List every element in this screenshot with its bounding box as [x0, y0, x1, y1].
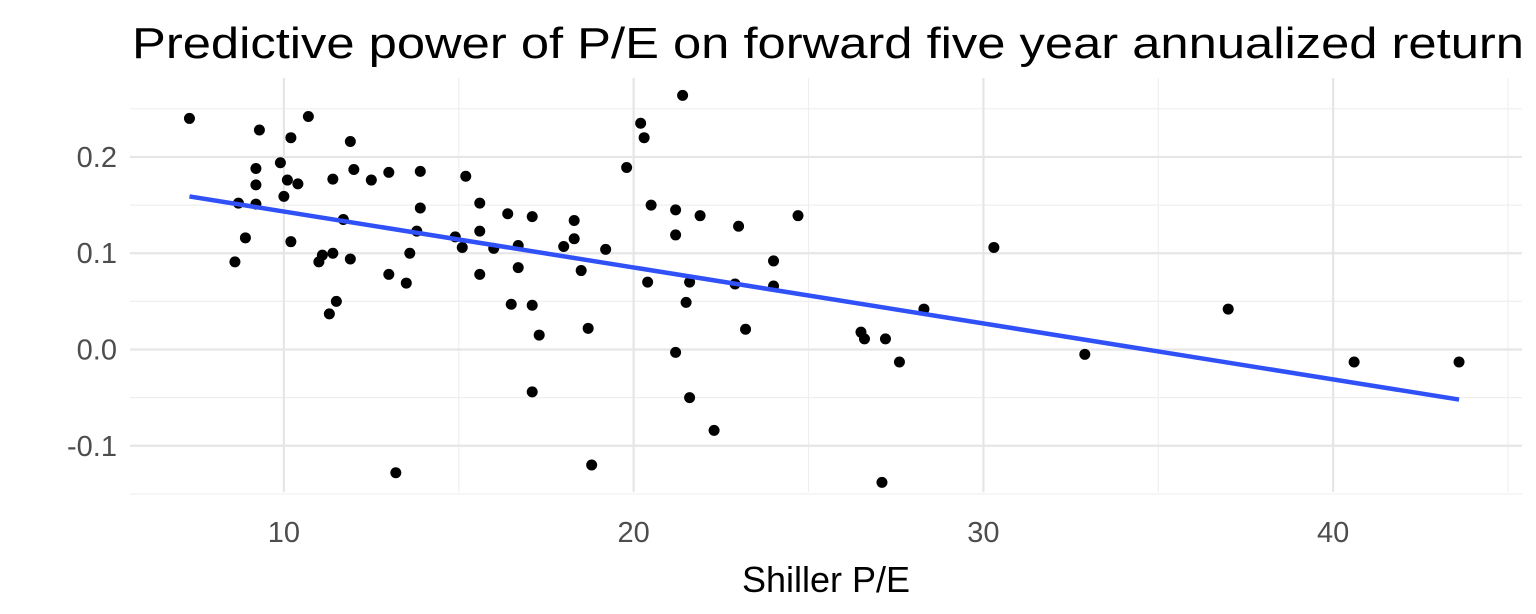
- data-point: [327, 173, 339, 185]
- data-point: [680, 296, 692, 308]
- data-point: [1348, 356, 1360, 368]
- data-point: [988, 241, 1000, 253]
- data-point: [278, 190, 290, 202]
- data-point: [893, 356, 905, 368]
- data-point: [281, 174, 293, 186]
- data-point: [383, 268, 395, 280]
- data-point: [526, 386, 538, 398]
- data-point: [274, 157, 286, 169]
- y-axis-ticks: -0.1 0.0 0.1 0.2: [67, 142, 117, 463]
- data-point: [575, 265, 587, 277]
- x-tick-label: 20: [618, 517, 650, 549]
- minor-gridlines: [130, 78, 1522, 495]
- data-point: [677, 89, 689, 101]
- data-point: [383, 166, 395, 178]
- data-point: [708, 424, 720, 436]
- data-point: [740, 323, 752, 335]
- data-point: [586, 459, 598, 471]
- data-point: [456, 241, 468, 253]
- x-axis-title: Shiller P/E: [742, 559, 910, 600]
- data-point: [558, 240, 570, 252]
- y-tick-label: 0.0: [77, 335, 117, 367]
- data-point: [474, 197, 486, 209]
- data-point: [733, 220, 745, 232]
- data-point: [1222, 303, 1234, 315]
- data-point: [404, 247, 416, 259]
- data-point: [365, 174, 377, 186]
- data-point: [400, 277, 412, 289]
- data-point: [642, 276, 654, 288]
- y-tick-label: 0.1: [77, 238, 117, 270]
- data-point: [474, 268, 486, 280]
- trend-line-group: [189, 194, 1460, 402]
- data-point: [792, 210, 804, 222]
- y-tick-label: 0.2: [77, 142, 117, 174]
- data-point: [285, 236, 297, 248]
- data-point: [670, 346, 682, 358]
- data-point: [348, 163, 360, 175]
- data-point: [183, 112, 195, 124]
- data-point: [526, 211, 538, 223]
- data-point: [526, 299, 538, 311]
- data-point: [512, 262, 524, 274]
- data-point: [670, 229, 682, 241]
- data-point: [533, 329, 545, 341]
- data-point: [390, 467, 402, 479]
- data-point: [474, 225, 486, 237]
- data-point: [250, 163, 262, 175]
- data-point: [229, 256, 241, 268]
- data-point: [239, 232, 251, 244]
- x-tick-label: 30: [967, 517, 999, 549]
- data-point: [879, 333, 891, 345]
- data-point: [285, 132, 297, 144]
- data-point: [858, 333, 870, 345]
- data-point: [600, 243, 612, 255]
- data-point: [635, 117, 647, 129]
- data-point: [1079, 348, 1091, 360]
- data-point: [582, 322, 594, 334]
- data-point: [414, 165, 426, 177]
- major-gridlines: [130, 78, 1522, 492]
- data-point: [645, 199, 657, 211]
- data-point: [670, 204, 682, 216]
- data-point: [684, 392, 696, 404]
- x-axis-ticks: 10 20 30 40: [268, 517, 1350, 549]
- chart-title: Predictive power of P/E on forward five …: [132, 19, 1524, 68]
- data-point: [638, 132, 650, 144]
- data-point: [768, 255, 780, 267]
- data-point: [1453, 356, 1465, 368]
- data-point: [327, 247, 339, 259]
- data-point: [568, 214, 580, 226]
- data-point: [250, 179, 262, 191]
- data-point: [505, 298, 517, 310]
- x-tick-label: 10: [268, 517, 300, 549]
- data-point: [302, 111, 314, 123]
- data-point: [292, 178, 304, 190]
- data-points: [183, 89, 1465, 488]
- data-point: [344, 136, 356, 148]
- data-point: [694, 210, 706, 222]
- data-point: [253, 124, 265, 136]
- data-point: [330, 295, 342, 307]
- data-point: [621, 162, 633, 174]
- x-tick-label: 40: [1317, 517, 1349, 549]
- data-point: [344, 253, 356, 265]
- data-point: [316, 249, 328, 261]
- data-point: [460, 170, 472, 182]
- data-point: [684, 276, 696, 288]
- data-point: [568, 233, 580, 245]
- data-point: [876, 476, 888, 488]
- trend-line: [189, 194, 1460, 402]
- data-point: [414, 202, 426, 214]
- y-tick-label: -0.1: [67, 431, 117, 463]
- data-point: [323, 308, 335, 320]
- data-point: [502, 208, 514, 220]
